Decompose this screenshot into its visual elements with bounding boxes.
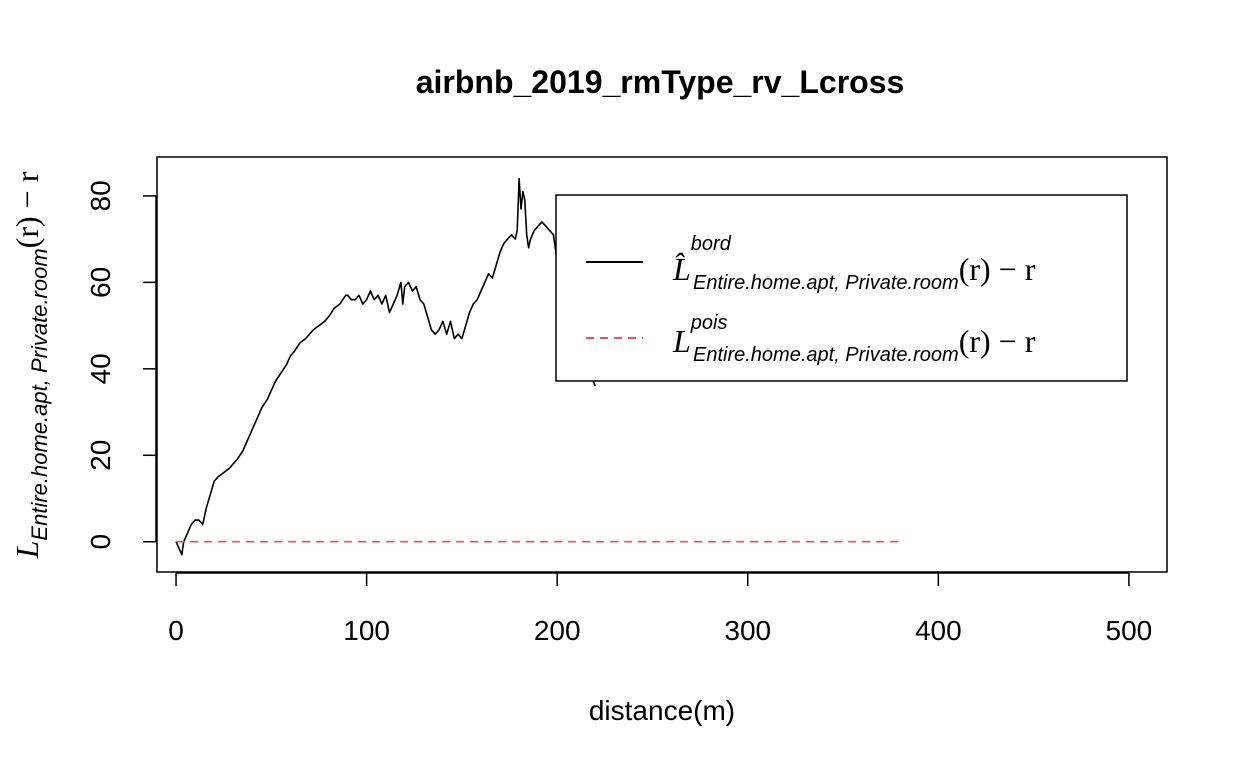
y-axis-label-tail: (r) − r <box>9 171 45 248</box>
legend-pois-sub: Entire.home.apt, Private.room <box>693 344 959 366</box>
y-tick-label: 60 <box>85 267 116 298</box>
legend-bord-tail: (r) − r <box>959 251 1036 287</box>
y-tick-label: 20 <box>85 440 116 471</box>
x-tick-label: 0 <box>168 615 184 646</box>
y-axis-label-sub: Entire.home.apt, Private.room <box>27 248 52 540</box>
y-tick-label: 80 <box>85 180 116 211</box>
y-axis: 0 20 40 60 80 <box>85 180 157 550</box>
series-bord-line <box>175 177 597 556</box>
legend-pois-main: L <box>672 323 691 359</box>
y-tick-label: 0 <box>85 534 116 550</box>
series-layer <box>175 177 901 556</box>
x-tick-label: 400 <box>915 615 962 646</box>
legend-label-pois: Lpois Entire.home.apt, Private.room(r) − … <box>672 312 1036 366</box>
legend: L̂bord Entire.home.apt, Private.room(r) −… <box>555 194 1128 382</box>
x-tick-label: 300 <box>724 615 771 646</box>
x-tick-label: 500 <box>1106 615 1153 646</box>
legend-pois-tail: (r) − r <box>959 323 1036 359</box>
legend-bord-main: L̂ <box>672 251 691 287</box>
x-tick-label: 200 <box>534 615 581 646</box>
x-axis-label: distance(m) <box>589 695 735 726</box>
y-tick-label: 40 <box>85 353 116 384</box>
y-axis-label-main: L <box>9 541 45 560</box>
legend-pois-sup: pois <box>690 312 728 334</box>
plot-frame <box>156 156 1168 573</box>
x-tick-label: 100 <box>343 615 390 646</box>
svg-text:LEntire.home.apt, Private.room: LEntire.home.apt, Private.room(r) − r <box>9 171 52 559</box>
legend-label-bord: L̂bord Entire.home.apt, Private.room(r) −… <box>672 233 1036 294</box>
chart-title: airbnb_2019_rmType_rv_Lcross <box>416 64 905 100</box>
legend-bord-sup: bord <box>691 233 732 255</box>
y-axis-label: LEntire.home.apt, Private.room(r) − r <box>9 171 52 559</box>
legend-box <box>555 194 1128 382</box>
legend-bord-sub: Entire.home.apt, Private.room <box>693 272 959 294</box>
x-axis: 0 100 200 300 400 500 <box>168 572 1153 646</box>
